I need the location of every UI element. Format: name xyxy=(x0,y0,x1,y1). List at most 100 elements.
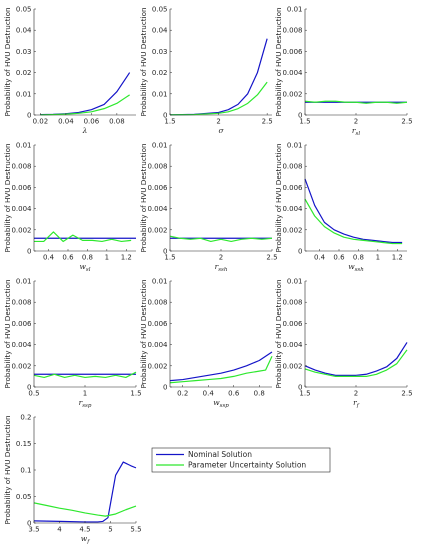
x-axis-label: wssh xyxy=(348,262,364,273)
y-tick-label: 0.01 xyxy=(287,278,303,286)
x-tick-label: 0.4 xyxy=(43,254,55,262)
x-tick-label: 2 xyxy=(354,390,358,398)
x-tick-label: 2 xyxy=(216,118,220,126)
y-tick-label: 0.04 xyxy=(16,27,32,35)
y-tick-label: 0.006 xyxy=(147,320,168,328)
x-axis-label: rsl xyxy=(352,126,360,137)
y-tick-label: 0.05 xyxy=(16,6,32,14)
y-tick-label: 0.01 xyxy=(152,278,168,286)
y-tick-label: 0.05 xyxy=(16,493,32,501)
plot-area xyxy=(305,145,407,251)
subplot: 0.4 0.6 0.8 1 1.2 0 0.002 0.004 0.006 0.008 0.01 Pr… xyxy=(274,142,407,273)
y-axis-label: Probability of HVU Destruction xyxy=(3,143,12,252)
y-tick-label: 0.008 xyxy=(282,299,302,307)
y-tick-label: 0 xyxy=(298,384,302,392)
x-tick-label: 3.5 xyxy=(28,526,39,534)
x-tick-label: 2 xyxy=(219,254,223,262)
legend-label-uncertainty: Parameter Uncertainty Solution xyxy=(188,461,306,470)
x-tick-label: 1.2 xyxy=(392,254,403,262)
y-tick-label: 0 xyxy=(27,112,31,120)
series-line-nominal xyxy=(33,461,137,523)
legend-box xyxy=(151,447,331,473)
x-tick-label: 1 xyxy=(105,254,109,262)
series-line-uncertainty xyxy=(304,198,403,245)
y-tick-label: 0.008 xyxy=(282,163,302,171)
y-tick-label: 0.002 xyxy=(282,90,302,98)
y-tick-label: 0.02 xyxy=(16,69,32,77)
subplot: 0.4 0.6 0.8 1 1.2 0 0.002 0.004 0.006 0.008 0.01 Pr… xyxy=(3,142,136,273)
y-tick-label: 0.01 xyxy=(16,278,32,286)
y-tick-label: 0 xyxy=(27,384,31,392)
x-tick-label: 1.5 xyxy=(299,390,310,398)
y-tick-label: 0.002 xyxy=(282,226,302,234)
y-tick-label: 0 xyxy=(27,248,31,256)
x-tick-label: 1.5 xyxy=(130,390,141,398)
y-tick-label: 0.01 xyxy=(16,142,32,150)
y-tick-label: 0.05 xyxy=(152,6,168,14)
x-tick-label: 0.5 xyxy=(28,390,39,398)
series-line-uncertainty xyxy=(33,502,137,517)
series-line-uncertainty xyxy=(40,94,130,116)
x-tick-label: 4.5 xyxy=(79,526,90,534)
y-tick-label: 0 xyxy=(298,112,302,120)
x-tick-label: 0.02 xyxy=(33,118,49,126)
y-tick-label: 0.004 xyxy=(282,341,303,349)
plot-area xyxy=(34,145,136,251)
x-tick-label: 0.2 xyxy=(177,390,188,398)
y-tick-label: 0.03 xyxy=(152,48,168,56)
plot-area xyxy=(34,9,136,115)
x-axis-label: rssp xyxy=(79,398,92,409)
x-axis-label: rf xyxy=(353,398,360,409)
x-tick-label: 1.5 xyxy=(164,118,175,126)
x-tick-label: 1.5 xyxy=(164,254,175,262)
x-tick-label: 0.8 xyxy=(82,254,93,262)
x-axis-label: σ xyxy=(218,126,224,135)
y-tick-label: 0 xyxy=(163,248,167,256)
series-line-uncertainty xyxy=(169,81,268,116)
x-tick-label: 0.08 xyxy=(109,118,125,126)
y-tick-label: 0.01 xyxy=(152,142,168,150)
y-axis-label: Probability of HVU Destruction xyxy=(139,279,148,388)
y-tick-label: 0.006 xyxy=(11,184,32,192)
y-axis-label: Probability of HVU Destruction xyxy=(274,143,283,252)
y-tick-label: 0.008 xyxy=(11,299,31,307)
y-tick-label: 0.004 xyxy=(11,341,32,349)
series-line-nominal xyxy=(304,178,403,244)
y-tick-label: 0.008 xyxy=(282,27,302,35)
y-axis-label: Probability of HVU Destruction xyxy=(139,7,148,116)
y-tick-label: 0.002 xyxy=(282,362,302,370)
y-tick-label: 0 xyxy=(298,248,302,256)
series-line-uncertainty xyxy=(304,100,408,104)
plot-area xyxy=(34,417,136,523)
x-tick-label: 1 xyxy=(83,390,87,398)
plot-area xyxy=(305,9,407,115)
y-tick-label: 0.02 xyxy=(152,69,168,77)
y-tick-label: 0.008 xyxy=(147,163,167,171)
x-tick-label: 0.8 xyxy=(353,254,364,262)
y-tick-label: 0.01 xyxy=(16,90,32,98)
plot-area xyxy=(170,9,272,115)
y-tick-label: 0.01 xyxy=(287,6,303,14)
y-tick-label: 0.004 xyxy=(11,205,32,213)
x-tick-label: 0.6 xyxy=(62,254,74,262)
x-tick-label: 1.5 xyxy=(299,118,310,126)
y-tick-label: 0.004 xyxy=(147,341,168,349)
series-line-uncertainty xyxy=(169,356,273,384)
x-tick-label: 2 xyxy=(354,118,358,126)
x-tick-label: 2.5 xyxy=(401,118,412,126)
y-tick-label: 0.04 xyxy=(152,27,168,35)
x-tick-label: 5 xyxy=(108,526,112,534)
x-tick-label: 1.2 xyxy=(121,254,132,262)
x-tick-label: 2.5 xyxy=(262,118,273,126)
y-tick-label: 0.15 xyxy=(16,440,32,448)
x-tick-label: 0.8 xyxy=(254,390,265,398)
x-tick-label: 0.6 xyxy=(228,390,240,398)
y-axis-label: Probability of HVU Destruction xyxy=(3,415,12,524)
y-tick-label: 0.002 xyxy=(11,362,31,370)
x-axis-label: wssp xyxy=(213,398,229,409)
y-tick-label: 0.006 xyxy=(282,184,303,192)
series-line-nominal xyxy=(169,351,273,382)
y-tick-label: 0.008 xyxy=(147,299,167,307)
x-tick-label: 2.5 xyxy=(401,390,412,398)
